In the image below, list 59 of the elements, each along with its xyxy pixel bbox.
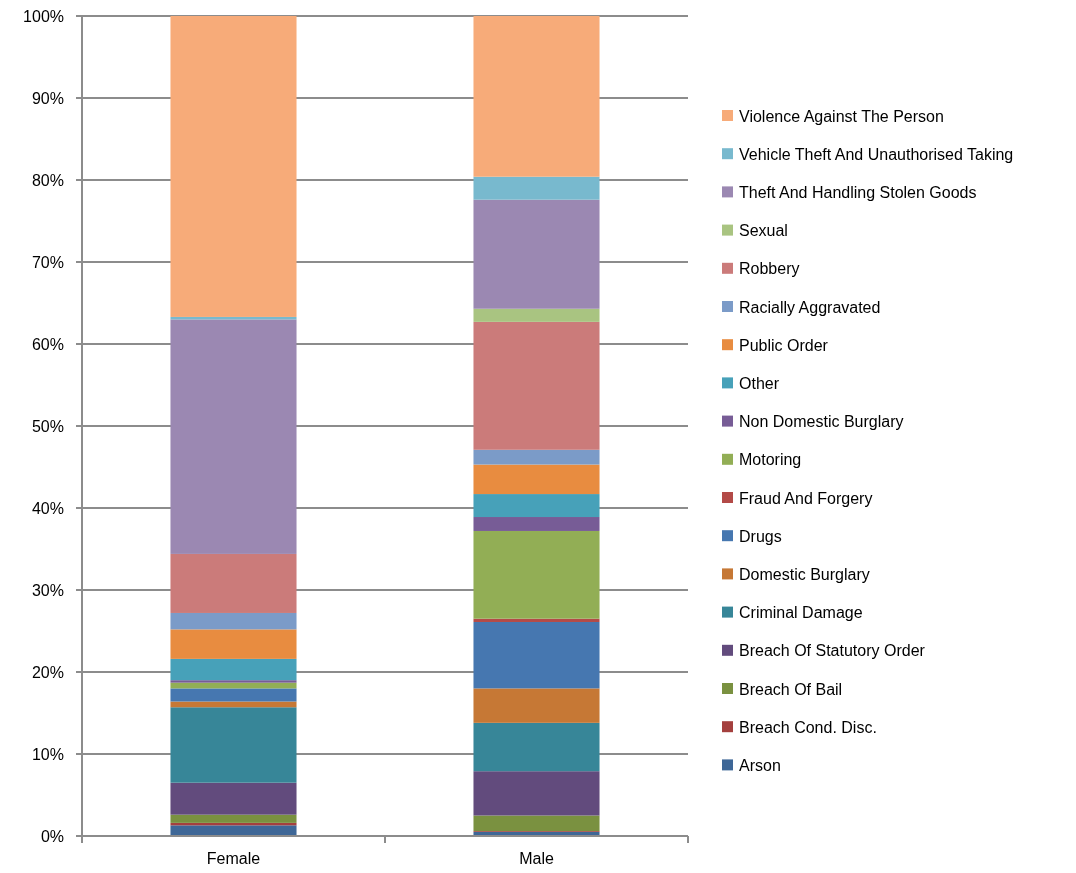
- bar: [473, 688, 600, 723]
- y-tick-label: 20%: [31, 663, 64, 681]
- x-tick-label: Male: [519, 850, 554, 867]
- bar: [473, 530, 600, 619]
- bar: [170, 553, 297, 613]
- y-tick-label: 80%: [31, 171, 64, 189]
- legend-label: Non Domestic Burglary: [739, 413, 904, 431]
- legend-label: Arson: [739, 757, 781, 774]
- legend-label: Sexual: [739, 222, 788, 240]
- bar: [473, 199, 600, 309]
- legend-label: Public Order: [739, 336, 829, 354]
- bar: [170, 814, 297, 823]
- bar: [170, 782, 297, 815]
- y-tick-label: 40%: [31, 499, 64, 517]
- legend-label: Breach Cond. Disc.: [739, 718, 877, 736]
- y-tick-label: 0%: [40, 827, 64, 845]
- legend-label: Robbery: [739, 260, 800, 278]
- legend-label: Theft And Handling Stolen Goods: [739, 184, 977, 201]
- legend-label: Fraud And Forgery: [739, 489, 873, 507]
- bar: [473, 308, 600, 322]
- legend-label: Drugs: [739, 527, 782, 545]
- y-tick-label: 70%: [31, 253, 64, 271]
- bar: [170, 825, 297, 836]
- x-tick-label: Female: [206, 850, 261, 867]
- bar: [473, 494, 600, 518]
- bar: [170, 680, 297, 683]
- bar: [170, 688, 297, 702]
- y-tick-label: 30%: [31, 581, 64, 599]
- legend-label: Breach Of Bail: [739, 680, 843, 698]
- bar: [473, 16, 600, 177]
- bar: [170, 319, 297, 554]
- legend-label: Vehicle Theft And Unauthorised Taking: [739, 145, 1014, 163]
- bar: [473, 517, 600, 531]
- legend-label: Criminal Damage: [739, 604, 863, 622]
- bar: [473, 621, 600, 689]
- bar: [170, 16, 297, 317]
- bar: [473, 771, 600, 816]
- bar: [170, 658, 297, 681]
- legend-label: Breach Of Statutory Order: [739, 642, 926, 660]
- legend-label: Racially Aggravated: [739, 298, 881, 316]
- y-tick-label: 50%: [31, 417, 64, 435]
- bar: [473, 464, 600, 495]
- legend-label: Violence Against The Person: [739, 107, 944, 125]
- y-tick-label: 10%: [31, 745, 64, 763]
- bar: [170, 629, 297, 659]
- bar: [473, 722, 600, 772]
- bar: [473, 618, 600, 622]
- y-tick-label: 60%: [31, 335, 64, 353]
- y-tick-label: 100%: [23, 7, 64, 25]
- bar: [473, 321, 600, 450]
- legend-label: Domestic Burglary: [739, 566, 870, 583]
- y-tick-label: 90%: [31, 89, 64, 107]
- bar: [473, 176, 600, 200]
- bar: [170, 707, 297, 783]
- bar: [170, 612, 297, 630]
- bar: [473, 815, 600, 832]
- legend-label: Motoring: [739, 451, 802, 469]
- bar: [473, 449, 600, 465]
- legend-label: Other: [739, 375, 780, 392]
